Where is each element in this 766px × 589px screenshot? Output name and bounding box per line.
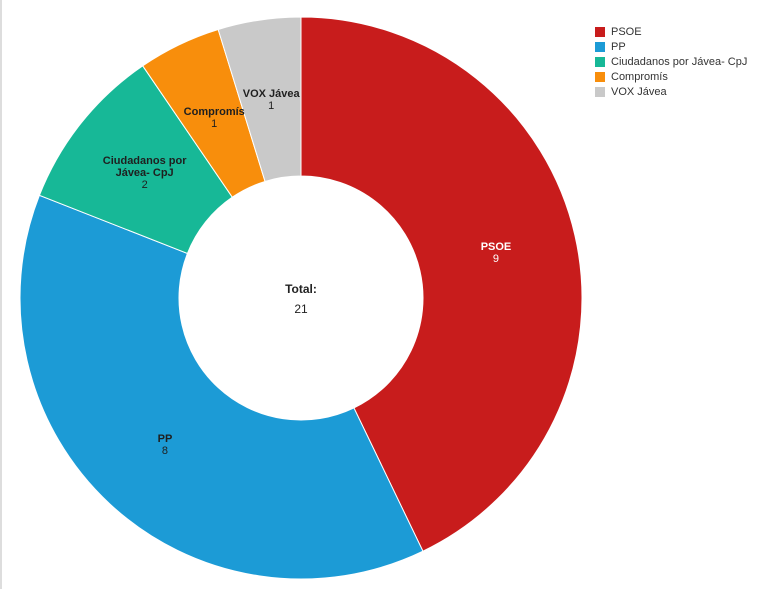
- legend-swatch: [595, 86, 605, 97]
- legend-item: VOX Jávea: [595, 84, 747, 99]
- slice: [19, 194, 424, 580]
- slice-label: PP 8: [110, 433, 220, 457]
- legend-item: PSOE: [595, 24, 747, 39]
- slice-name: Ciudadanos por Jávea- CpJ: [102, 155, 187, 180]
- total-label: Total:: [285, 282, 317, 296]
- slice-name: Compromís: [183, 105, 245, 118]
- legend-text: Ciudadanos por Jávea- CpJ: [611, 55, 748, 68]
- slice-name: VOX Jávea: [242, 88, 300, 101]
- slice-label: PSOE 9: [441, 241, 551, 265]
- slice-value: 8: [161, 444, 169, 457]
- slice-label: Ciudadanos por Jávea- CpJ 2: [90, 155, 200, 191]
- legend-text: VOX Jávea: [611, 85, 667, 98]
- slice-value: 1: [268, 100, 275, 113]
- slice-name: PSOE: [480, 241, 512, 254]
- total-value: 21: [294, 302, 308, 316]
- slice: [38, 65, 233, 255]
- legend-text: Compromís: [611, 70, 668, 83]
- legend-item: Compromís: [595, 69, 747, 84]
- legend-swatch: [595, 71, 605, 82]
- legend-swatch: [595, 26, 605, 37]
- legend-swatch: [595, 56, 605, 67]
- legend-item: Ciudadanos por Jávea- CpJ: [595, 54, 747, 69]
- slice: [217, 16, 302, 183]
- slice-label: Compromís 1: [159, 106, 269, 130]
- legend-text: PP: [611, 40, 626, 53]
- slice-name: PP: [157, 432, 173, 445]
- legend: PSOE PP Ciudadanos por Jávea- CpJ Compromís…: [595, 24, 747, 99]
- slice-value: 9: [492, 253, 500, 266]
- slice-label: VOX Jávea 1: [216, 88, 326, 112]
- legend-item: PP: [595, 39, 747, 54]
- slice-value: 1: [211, 117, 218, 130]
- slice-value: 2: [141, 179, 148, 192]
- legend-swatch: [595, 41, 605, 52]
- legend-text: PSOE: [611, 25, 642, 38]
- slice: [300, 16, 583, 552]
